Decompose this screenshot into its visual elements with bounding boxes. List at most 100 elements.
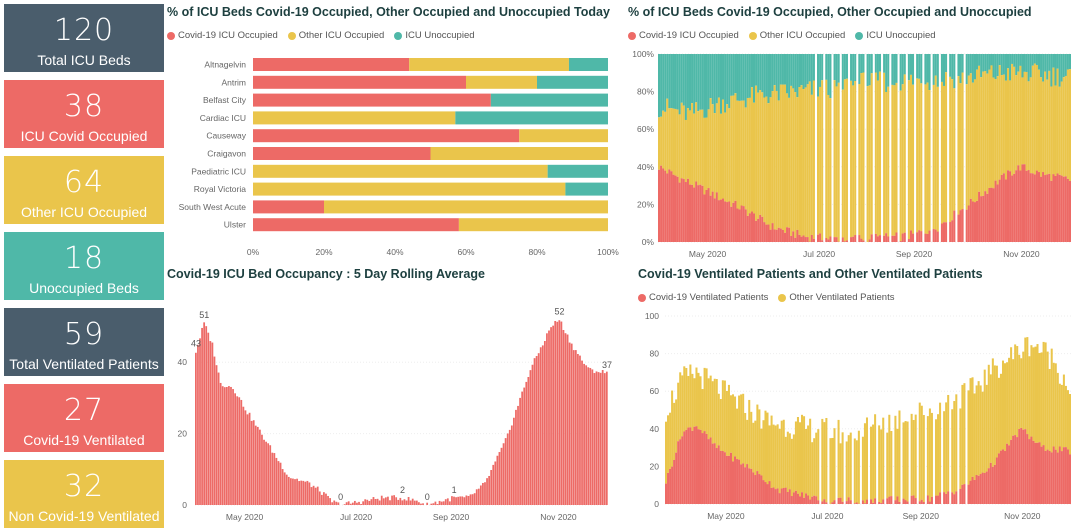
other-vent-bar [703,367,706,432]
other-vent-bar [886,432,889,499]
unoccupied-bar [885,54,888,93]
other-vent-bar [736,408,739,460]
other-vent-bar [839,443,842,498]
unoccupied-bar [903,54,906,75]
kpi-card[interactable]: 27 Covid-19 Ventilated [4,384,164,452]
kpi-card[interactable]: 59 Total Ventilated Patients [4,308,164,376]
icu-history-bar-chart[interactable]: 0% 20% 40% 60% 80% 100% May 2020 Jul 2020 Sep 20… [625,48,1077,264]
other-vent-bar [754,420,757,476]
covid-bar [992,188,995,242]
legend-item-unoccupied[interactable]: ICU Unoccupied [855,30,936,41]
legend-item-other[interactable]: Other ICU Occupied [287,30,384,41]
covid-bar [370,499,373,505]
other-vent-bar [1018,354,1021,430]
unoccupied-bar [932,54,935,85]
covid-bar [1015,170,1018,242]
other-vent-bar [953,401,956,495]
kpi-card[interactable]: 38 ICU Covid Occupied [4,80,164,148]
legend-item-covid[interactable]: Covid-19 ICU Occupied [628,30,739,41]
unoccupied-bar [699,54,702,110]
covid-bar [287,476,290,505]
other-bar [866,86,869,242]
legend-item-covid[interactable]: Covid-19 ICU Occupied [167,30,278,41]
other-bar [1011,63,1014,176]
kpi-card[interactable]: 32 Non Covid-19 Ventilated [4,460,164,528]
covid-bar [314,487,317,505]
y-tick-label: 40 [178,357,188,367]
covid-vent-bar [1036,442,1039,504]
unoccupied-bar [961,54,964,73]
legend-item-other-vent[interactable]: Other Ventilated Patients [778,292,894,303]
legend-item-other[interactable]: Other ICU Occupied [748,30,845,41]
category-label: Causeway [206,131,246,141]
icu-today-bar-chart[interactable]: 0% 20% 40% 60% 80% 100% Altnagelvin Antrim Belfa… [165,52,625,262]
other-vent-bar [1032,347,1035,441]
other-bar [1040,77,1043,177]
covid-vent-bar [993,464,996,504]
covid-bar [308,482,311,505]
other-vent-bar [872,424,875,503]
unoccupied-bar [862,54,865,73]
covid-bar [976,200,979,242]
covid-bar [537,353,540,505]
covid-bar [781,229,784,242]
other-vent-bar [667,415,670,473]
bar-segment [253,58,410,71]
covid-vent-bar [1066,449,1069,504]
covid-bar [775,229,778,242]
other-bar [920,83,923,232]
covid-bar [506,433,509,505]
covid-vent-bar [813,495,816,504]
covid-bar [273,453,276,505]
other-vent-bar [987,364,990,469]
legend-item-covid-vent[interactable]: Covid-19 Ventilated Patients [638,292,768,303]
unoccupied-bar [802,54,805,90]
covid-bar [327,495,329,505]
legend-item-unoccupied[interactable]: ICU Unoccupied [394,30,475,41]
covid-bar [996,184,999,242]
covid-bar [459,496,462,505]
kpi-card[interactable]: 120 Total ICU Beds [4,4,164,72]
covid-bar [285,474,288,505]
covid-bar [238,397,241,505]
other-bar [1052,67,1055,175]
other-vent-bar [989,374,992,463]
unoccupied-bar [1050,54,1053,87]
kpi-card[interactable]: 18 Unoccupied Beds [4,232,164,300]
covid-vent-bar [928,501,931,504]
x-tick-label: Jul 2020 [803,249,835,259]
covid-vent-bar [701,433,704,504]
covid-bar [680,178,683,242]
covid-bar [294,479,296,505]
covid-vent-bar [750,468,753,504]
other-vent-bar [752,422,755,473]
covid-bar [535,356,538,505]
covid-bar [488,475,490,505]
covid-vent-bar [861,500,864,504]
kpi-card[interactable]: 64 Other ICU Occupied [4,156,164,224]
other-vent-bar [770,415,773,488]
covid-bar [748,213,751,242]
chart4-legend: Covid-19 Ventilated Patients Other Venti… [638,292,900,303]
covid-vent-bar [756,471,759,504]
covid-bar [924,233,927,242]
ventilated-bar-chart[interactable]: 0 20 40 60 80 100 May 2020 Jul 2020 Sep 2020 Nov … [625,306,1077,526]
covid-bar [440,501,443,505]
covid-vent-bar [1060,451,1063,504]
covid-vent-bar [778,493,781,504]
covid-bar [599,372,602,505]
other-vent-bar [689,364,692,428]
covid-bar [320,494,323,505]
unoccupied-bar [750,54,753,88]
covid-vent-bar [989,462,992,504]
other-bar [693,113,696,188]
unoccupied-bar [1000,54,1003,76]
unoccupied-bar [759,54,762,91]
unoccupied-bar [1002,54,1005,75]
other-vent-bar [1050,348,1053,453]
kpi-value: 27 [63,393,105,428]
other-vent-bar [991,358,994,467]
other-vent-bar [1068,393,1071,455]
covid-bar [833,237,836,242]
